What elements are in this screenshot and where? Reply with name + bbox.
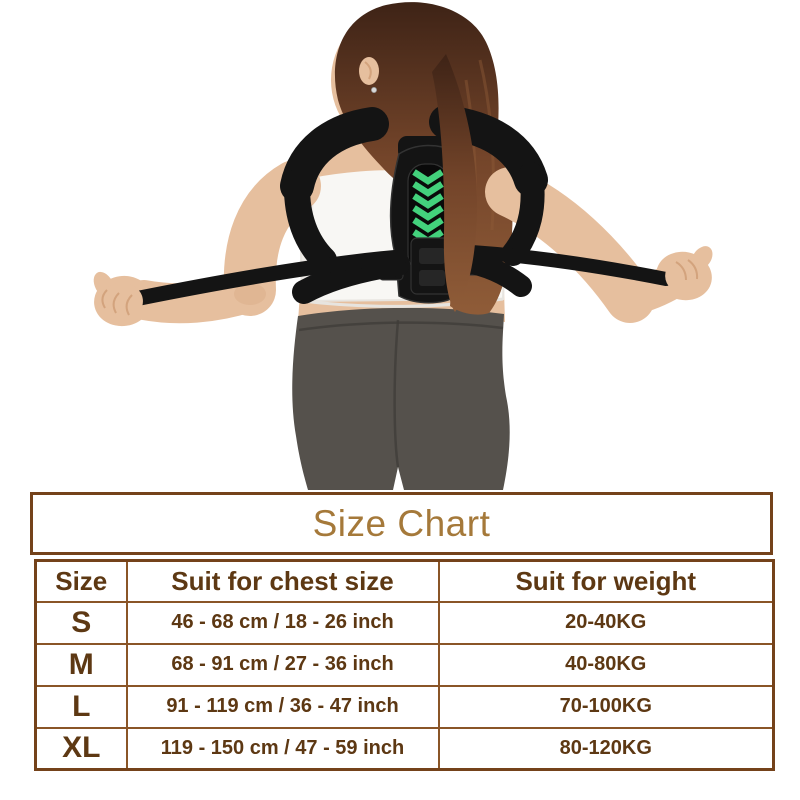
- table-row: L 91 - 119 cm / 36 - 47 inch 70-100KG: [34, 684, 775, 729]
- chest-value: 119 - 150 cm / 47 - 59 inch: [125, 726, 440, 771]
- pull-strap-left: [132, 249, 408, 306]
- hair-front-lock: [432, 54, 478, 312]
- size-chart-table: Size Suit for chest size Suit for weight…: [34, 559, 775, 771]
- leggings-waistband-seam: [298, 321, 504, 332]
- left-elbow-shade: [234, 283, 266, 305]
- buckle-detail: [419, 270, 445, 286]
- weight-value: 80-120KG: [437, 726, 775, 771]
- gripping-fingers: [99, 258, 707, 322]
- side-strap-right: [501, 162, 545, 266]
- model-ear: [359, 57, 379, 85]
- size-chart-title-box: Size Chart: [30, 492, 773, 555]
- size-chart-title: Size Chart: [312, 502, 491, 544]
- table-row: M 68 - 91 cm / 27 - 36 inch 40-80KG: [34, 642, 775, 687]
- weight-value: 20-40KG: [437, 600, 775, 645]
- size-value: M: [34, 642, 128, 687]
- table-row: XL 119 - 150 cm / 47 - 59 inch 80-120KG: [34, 726, 775, 771]
- pull-strap-right: [448, 244, 673, 286]
- size-chart-header-row: Size Suit for chest size Suit for weight: [34, 559, 775, 603]
- column-header-chest: Suit for chest size: [125, 559, 440, 603]
- product-photo: [93, 2, 713, 490]
- chest-value: 68 - 91 cm / 27 - 36 inch: [125, 642, 440, 687]
- weight-value: 40-80KG: [437, 642, 775, 687]
- model-leggings: [292, 307, 510, 490]
- table-row: S 46 - 68 cm / 18 - 26 inch 20-40KG: [34, 600, 775, 645]
- column-header-size: Size: [34, 559, 128, 603]
- column-header-weight: Suit for weight: [437, 559, 775, 603]
- side-strap-left: [283, 169, 337, 273]
- size-value: XL: [34, 726, 128, 771]
- earring: [371, 87, 377, 93]
- chest-value: 91 - 119 cm / 36 - 47 inch: [125, 684, 440, 729]
- ear-inner-line: [364, 61, 372, 80]
- leggings-center-seam: [393, 319, 400, 468]
- chest-value: 46 - 68 cm / 18 - 26 inch: [125, 600, 440, 645]
- waist-belt-left: [292, 252, 410, 304]
- weight-value: 70-100KG: [437, 684, 775, 729]
- size-value: S: [34, 600, 128, 645]
- size-value: L: [34, 684, 128, 729]
- buckle-detail: [419, 248, 445, 264]
